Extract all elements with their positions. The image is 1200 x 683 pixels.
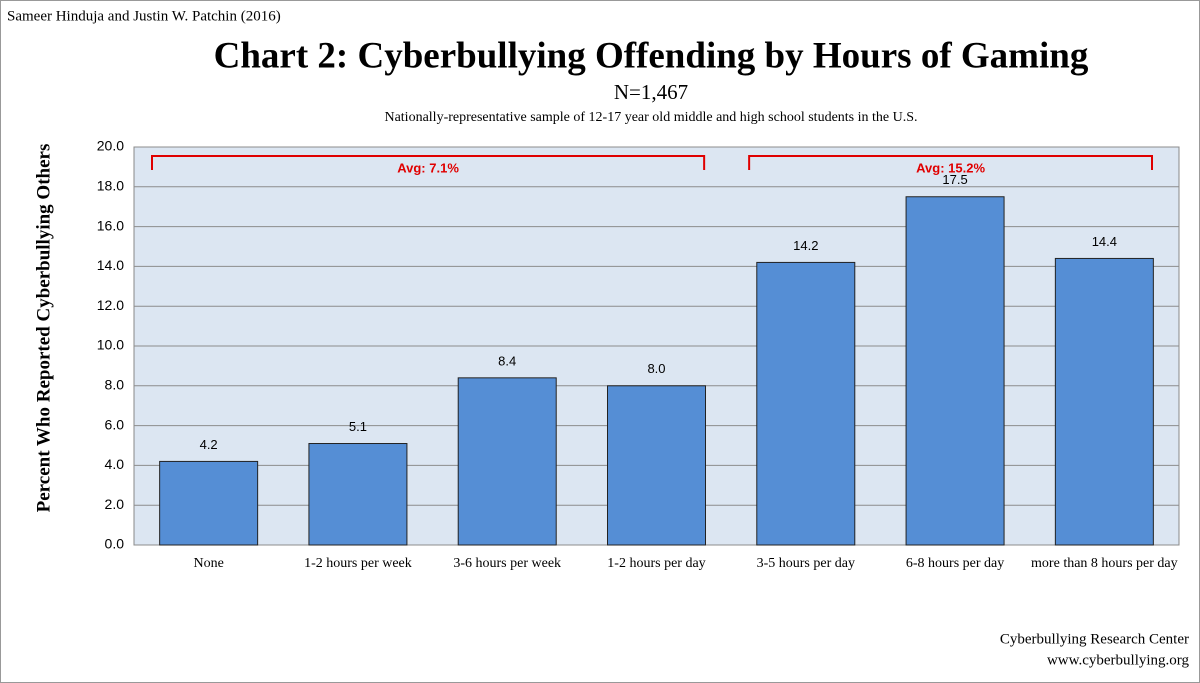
annotation: Avg: 7.1% <box>397 160 459 175</box>
value-label: 14.4 <box>1092 234 1117 249</box>
y-tick-label: 6.0 <box>105 416 125 432</box>
y-tick-label: 16.0 <box>97 217 124 233</box>
y-tick-label: 18.0 <box>97 178 124 194</box>
y-tick-label: 14.0 <box>97 257 124 273</box>
bar <box>159 460 259 546</box>
y-tick-label: 4.0 <box>105 456 125 472</box>
y-tick-label: 0.0 <box>105 536 125 552</box>
bracket <box>151 155 706 170</box>
value-label: 14.2 <box>793 238 818 253</box>
x-tick-label: 3-6 hours per week <box>453 556 562 571</box>
value-label: 8.4 <box>498 353 516 368</box>
bar <box>756 261 856 546</box>
footer: www.cyberbullying.org <box>1047 652 1190 668</box>
source: Sameer Hinduja and Justin W. Patchin (20… <box>7 8 281 24</box>
bar <box>1054 257 1154 546</box>
x-tick-label: more than 8 hours per day <box>1031 556 1178 571</box>
x-tick-label: 1-2 hours per week <box>304 556 412 571</box>
y-axis-label: Percent Who Reported Cyberbullying Other… <box>33 144 54 513</box>
value-label: 8.0 <box>647 361 665 376</box>
y-tick-label: 10.0 <box>97 337 124 353</box>
footer: Cyberbullying Research Center <box>1000 631 1189 647</box>
value-label: 4.2 <box>200 437 218 452</box>
bar <box>607 385 706 546</box>
y-tick-label: 2.0 <box>105 496 125 512</box>
subtitle: N=1,467 <box>614 80 688 104</box>
y-tick-label: 8.0 <box>105 377 125 393</box>
bar <box>457 377 557 546</box>
value-label: 17.5 <box>942 172 967 187</box>
y-tick-label: 12.0 <box>97 297 124 313</box>
x-tick-label: 1-2 hours per day <box>607 556 706 571</box>
value-label: 5.1 <box>349 419 367 434</box>
bracket <box>748 155 1153 170</box>
x-tick-label: 3-5 hours per day <box>756 556 855 571</box>
note: Nationally-representative sample of 12-1… <box>384 110 917 125</box>
annotation: Avg: 15.2% <box>916 160 985 175</box>
x-tick-label: None <box>193 556 224 571</box>
bar <box>905 196 1005 546</box>
y-tick-label: 20.0 <box>97 138 124 154</box>
x-tick-label: 6-8 hours per day <box>905 556 1005 571</box>
bar <box>308 443 408 546</box>
chart-title: Chart 2: Cyberbullying Offending by Hour… <box>214 35 1089 76</box>
